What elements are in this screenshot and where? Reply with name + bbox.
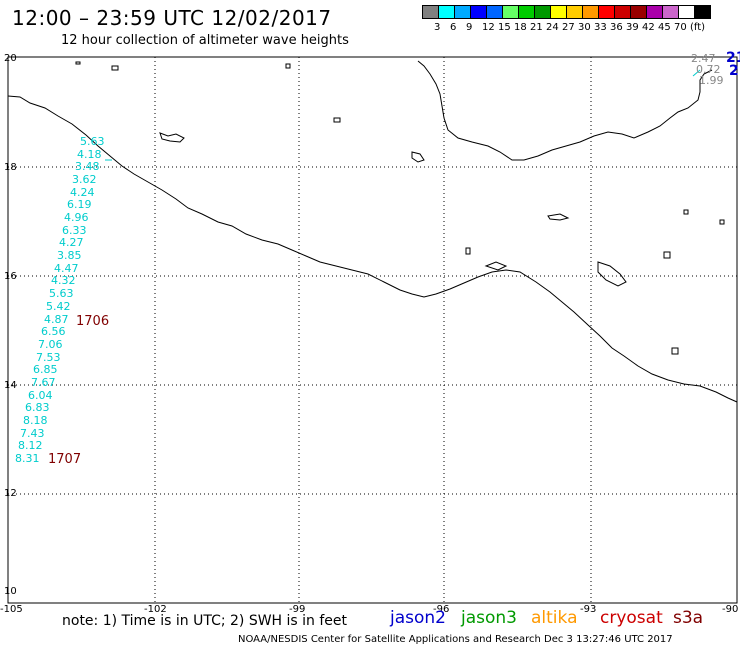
legend-label: 33 bbox=[594, 22, 607, 33]
legend-label: 70 bbox=[674, 22, 687, 33]
wave-height-value: 4.27 bbox=[59, 236, 84, 249]
wave-height-value: 5.63 bbox=[49, 287, 74, 300]
legend-label: 24 bbox=[546, 22, 559, 33]
map-frame bbox=[7, 56, 738, 604]
coastline-pacific bbox=[7, 95, 738, 403]
wave-height-value: 7.53 bbox=[36, 351, 61, 364]
map-subtitle: 12 hour collection of altimeter wave hei… bbox=[61, 33, 349, 48]
color-scale-legend bbox=[422, 5, 711, 19]
legend-label: 45 bbox=[658, 22, 671, 33]
pass-label-21: 21 bbox=[726, 50, 740, 66]
wave-height-value: 8.31 bbox=[15, 452, 40, 465]
lon-label-102: -102 bbox=[144, 604, 167, 615]
satellite-jason3: jason3 bbox=[461, 608, 517, 628]
legend-label: 30 bbox=[578, 22, 591, 33]
satellite-jason2: jason2 bbox=[390, 608, 446, 628]
satellite-s3a: s3a bbox=[673, 608, 704, 628]
legend-label: 3 bbox=[434, 22, 441, 33]
wave-height-value: 6.33 bbox=[62, 224, 87, 237]
lon-label-93: -93 bbox=[580, 604, 597, 615]
legend-label: 36 bbox=[610, 22, 623, 33]
satellite-altika: altika bbox=[531, 608, 578, 628]
wave-height-value: 6.19 bbox=[67, 198, 92, 211]
coastline-gulf bbox=[417, 60, 713, 161]
wave-height-value: 2.47 bbox=[691, 52, 716, 65]
track-ticks bbox=[105, 69, 701, 161]
wave-height-value: 6.04 bbox=[28, 389, 53, 402]
wave-height-value: 7.06 bbox=[38, 338, 63, 351]
legend-label: 12 bbox=[482, 22, 495, 33]
lat-label-14: 14 bbox=[4, 380, 17, 391]
credit-line: NOAA/NESDIS Center for Satellite Applica… bbox=[238, 634, 673, 645]
wave-height-value: 4.18 bbox=[77, 148, 102, 161]
legend-label: 27 bbox=[562, 22, 575, 33]
lon-label-105: -105 bbox=[0, 604, 23, 615]
wave-height-value: 6.85 bbox=[33, 363, 58, 376]
wave-height-value: 3.48 bbox=[75, 160, 100, 173]
wave-height-value: 5.63 bbox=[80, 135, 105, 148]
wave-height-value: 3.85 bbox=[57, 249, 82, 262]
wave-height-value: 5.42 bbox=[46, 300, 71, 313]
legend-label: 6 bbox=[450, 22, 457, 33]
legend-label: (ft) bbox=[690, 22, 706, 33]
lat-label-10: 10 bbox=[4, 586, 17, 597]
lat-label-12: 12 bbox=[4, 488, 17, 499]
wave-height-value: 8.18 bbox=[23, 414, 48, 427]
pass-label-1707: 1707 bbox=[48, 452, 82, 467]
legend-swatch bbox=[694, 5, 711, 19]
wave-height-value: 4.47 bbox=[54, 262, 79, 275]
islands bbox=[75, 61, 725, 355]
lon-label-99: -99 bbox=[289, 604, 306, 615]
wave-height-value: 7.43 bbox=[20, 427, 45, 440]
legend-label: 21 bbox=[530, 22, 543, 33]
gridlines bbox=[8, 57, 737, 603]
wave-height-value: 1.99 bbox=[699, 74, 724, 87]
wave-height-value: 7.67 bbox=[31, 376, 56, 389]
units-note: note: 1) Time is in UTC; 2) SWH is in fe… bbox=[62, 613, 348, 629]
lon-label-90: -90 bbox=[722, 604, 739, 615]
wave-height-value: 6.83 bbox=[25, 401, 50, 414]
lat-label-18: 18 bbox=[4, 162, 17, 173]
wave-height-value: 4.96 bbox=[64, 211, 89, 224]
wave-height-value: 4.87 bbox=[44, 313, 69, 326]
wave-height-value: 4.32 bbox=[51, 274, 76, 287]
legend-label: 39 bbox=[626, 22, 639, 33]
pass-label-2: 2 bbox=[729, 63, 739, 79]
legend-label: 42 bbox=[642, 22, 655, 33]
legend-label: 18 bbox=[514, 22, 527, 33]
legend-label: 9 bbox=[466, 22, 473, 33]
wave-height-value: 6.56 bbox=[41, 325, 66, 338]
legend-label: 15 bbox=[498, 22, 511, 33]
lat-label-16: 16 bbox=[4, 271, 17, 282]
map-title: 12:00 – 23:59 UTC 12/02/2017 bbox=[12, 6, 332, 30]
wave-height-value: 4.24 bbox=[70, 186, 95, 199]
lon-label-96: -96 bbox=[433, 604, 450, 615]
pass-label-1706: 1706 bbox=[76, 314, 110, 329]
wave-height-value: 0.72 bbox=[696, 63, 721, 76]
wave-height-value: 3.62 bbox=[72, 173, 97, 186]
satellite-cryosat: cryosat bbox=[600, 608, 663, 628]
lat-label-20: 20 bbox=[4, 53, 17, 64]
wave-height-value: 8.12 bbox=[18, 439, 43, 452]
